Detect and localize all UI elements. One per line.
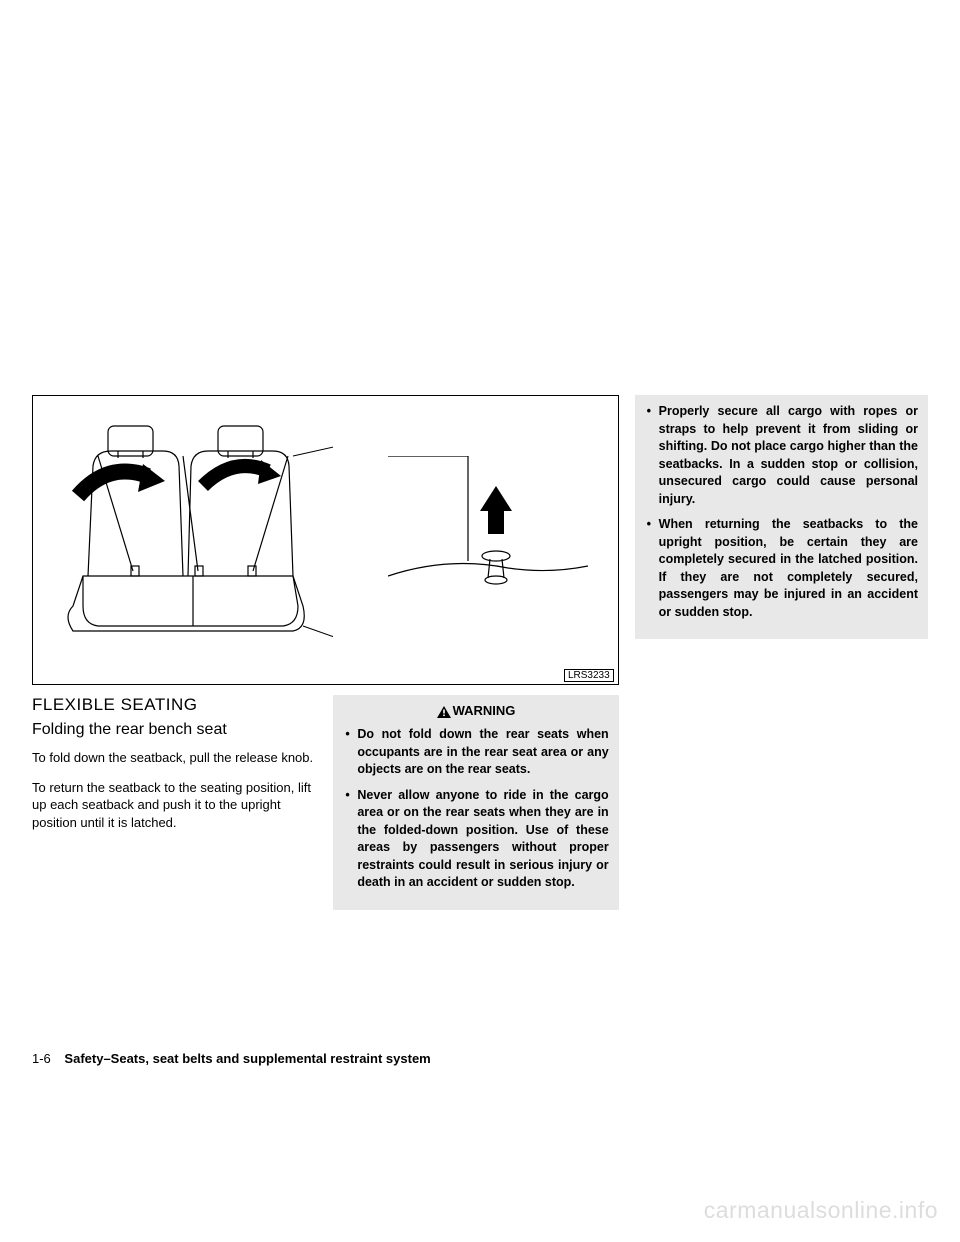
text-columns: FLEXIBLE SEATING Folding the rear bench … bbox=[32, 695, 619, 910]
rear-seat-illustration bbox=[53, 406, 333, 666]
text-left-column: FLEXIBLE SEATING Folding the rear bench … bbox=[32, 695, 317, 910]
warning-item: Properly secure all cargo with ropes or … bbox=[645, 403, 918, 508]
section-heading: FLEXIBLE SEATING bbox=[32, 695, 317, 715]
left-column: LRS3233 FLEXIBLE SEATING Folding the rea… bbox=[32, 395, 619, 910]
warning-header: WARNING bbox=[343, 703, 608, 718]
chapter-title: Safety–Seats, seat belts and supplementa… bbox=[64, 1051, 430, 1066]
right-column: Properly secure all cargo with ropes or … bbox=[635, 395, 928, 910]
release-knob-illustration bbox=[388, 456, 588, 636]
main-columns: LRS3233 FLEXIBLE SEATING Folding the rea… bbox=[32, 395, 928, 910]
watermark: carmanualsonline.info bbox=[704, 1197, 938, 1224]
warning-label: WARNING bbox=[453, 703, 516, 718]
subsection-heading: Folding the rear bench seat bbox=[32, 721, 317, 739]
body-paragraph: To return the seatback to the seating po… bbox=[32, 779, 317, 832]
seat-figure: LRS3233 bbox=[32, 395, 619, 685]
warning-triangle-icon bbox=[437, 706, 451, 718]
figure-label: LRS3233 bbox=[564, 669, 614, 682]
body-paragraph: To fold down the seatback, pull the rele… bbox=[32, 749, 317, 767]
page-content: LRS3233 FLEXIBLE SEATING Folding the rea… bbox=[32, 395, 928, 910]
page-number: 1-6 bbox=[32, 1051, 51, 1066]
warning-box-right: Properly secure all cargo with ropes or … bbox=[635, 395, 928, 639]
warning-bullets-left: Do not fold down the rear seats when occ… bbox=[343, 726, 608, 892]
warning-item: Do not fold down the rear seats when occ… bbox=[343, 726, 608, 779]
warning-bullets-right: Properly secure all cargo with ropes or … bbox=[645, 403, 918, 621]
warning-item: Never allow anyone to ride in the cargo … bbox=[343, 787, 608, 892]
page-footer: 1-6 Safety–Seats, seat belts and supplem… bbox=[32, 1051, 431, 1066]
warning-item: When returning the seatbacks to the upri… bbox=[645, 516, 918, 621]
text-right-column: WARNING Do not fold down the rear seats … bbox=[333, 695, 618, 910]
warning-box-left: WARNING Do not fold down the rear seats … bbox=[333, 695, 618, 910]
